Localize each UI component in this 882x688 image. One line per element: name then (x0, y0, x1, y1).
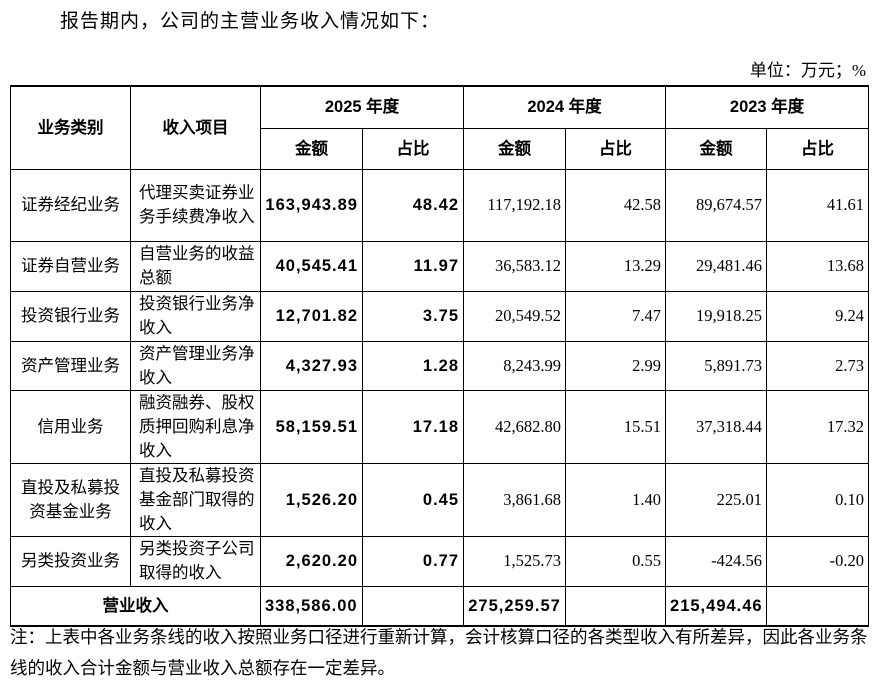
value-cell: 12,701.82 (260, 290, 363, 342)
value-cell: 5,891.73 (665, 340, 768, 391)
value-cell: 58,159.51 (260, 389, 363, 464)
value-cell: 2.73 (766, 340, 870, 391)
table-body: 业务类别 收入项目 2025 年度 2024 年度 2023 年度 金额 占比 金额 占比 金额占… (10, 85, 870, 627)
value-cell: 0.45 (361, 462, 465, 537)
header-cell: 占比 (565, 127, 667, 170)
total-value: 215,494.46 (665, 585, 768, 627)
value-cell: 9.24 (766, 290, 870, 342)
category-cell: 投资银行业务 (10, 290, 131, 342)
table-row: 业务类别 收入项目 2025 年度 2024 年度 2023 年度 (10, 85, 870, 170)
item-cell: 资产管理业务净收入 (130, 340, 261, 391)
value-cell: 15.51 (565, 389, 667, 464)
header-cell: 金额 (665, 127, 768, 170)
table-row: 直投及私募投资基金业务 直投及私募投资基金部门取得的收入 1,526.20 0.45 3… (10, 462, 870, 537)
total-value: 338,586.00 (260, 585, 363, 627)
intro-text: 报告期内，公司的主营业务收入情况如下： (60, 11, 441, 32)
item-cell: 自营业务的收益总额 (130, 240, 261, 292)
table-row: 营业收入 338,586.00 275,259.57 215,494.46 (10, 585, 870, 627)
header-cell: 占比 (361, 127, 465, 170)
value-cell: 2.99 (565, 340, 667, 391)
value-cell: 1.28 (361, 340, 465, 391)
value-cell: 4,327.93 (260, 340, 363, 391)
value-cell: 7.47 (565, 290, 667, 342)
value-cell: 163,943.89 (260, 168, 363, 242)
item-cell: 代理买卖证券业务手续费净收入 (130, 168, 261, 242)
table-row: 另类投资业务 另类投资子公司取得的收入 2,620.20 0.77 1,525.73 0.… (10, 535, 870, 587)
value-cell: -0.20 (766, 535, 870, 587)
value-cell: 41.61 (766, 168, 870, 242)
value-cell: -424.56 (665, 535, 768, 587)
category-cell: 另类投资业务 (10, 535, 131, 587)
value-cell: 37,318.44 (665, 389, 768, 464)
value-cell: 117,192.18 (463, 168, 567, 242)
unit-text: 单位：万元；% (749, 61, 866, 80)
item-cell: 融资融券、股权质押回购利息净收入 (130, 389, 261, 464)
header-cell: 金额 (463, 127, 567, 170)
header-cell: 收入项目 (130, 85, 261, 170)
revenue-table: 业务类别 收入项目 2025 年度 2024 年度 2023 年度 金额 占比 金额 占比 金额占… (10, 85, 870, 627)
header-cell: 占比 (766, 127, 870, 170)
value-cell: 3,861.68 (463, 462, 567, 537)
value-cell: 1,525.73 (463, 535, 567, 587)
value-cell: 11.97 (361, 240, 465, 292)
value-cell: 29,481.46 (665, 240, 768, 292)
value-cell: 1.40 (565, 462, 667, 537)
value-cell: 42,682.80 (463, 389, 567, 464)
header-cell: 金额 (260, 127, 363, 170)
value-cell: 17.18 (361, 389, 465, 464)
header-cell: 业务类别 (10, 85, 131, 170)
year-header: 2024 年度 (463, 85, 667, 129)
empty-cell (361, 585, 465, 627)
category-cell: 信用业务 (10, 389, 131, 464)
empty-cell (766, 585, 870, 627)
empty-cell (565, 585, 667, 627)
value-cell: 89,674.57 (665, 168, 768, 242)
item-cell: 直投及私募投资基金部门取得的收入 (130, 462, 261, 537)
value-cell: 17.32 (766, 389, 870, 464)
table-row: 投资银行业务 投资银行业务净收入 12,701.82 3.75 20,549.52 7.4… (10, 290, 870, 342)
table-row: 信用业务 融资融券、股权质押回购利息净收入 58,159.51 17.18 42,682… (10, 389, 870, 464)
item-cell: 投资银行业务净收入 (130, 290, 261, 342)
table-row: 证券经纪业务 代理买卖证券业务手续费净收入 163,943.89 48.42 117,1… (10, 168, 870, 242)
item-cell: 另类投资子公司取得的收入 (130, 535, 261, 587)
category-cell: 证券经纪业务 (10, 168, 131, 242)
value-cell: 36,583.12 (463, 240, 567, 292)
value-cell: 48.42 (361, 168, 465, 242)
total-value: 275,259.57 (463, 585, 567, 627)
category-cell: 证券自营业务 (10, 240, 131, 292)
value-cell: 0.77 (361, 535, 465, 587)
value-cell: 19,918.25 (665, 290, 768, 342)
value-cell: 0.55 (565, 535, 667, 587)
note-text: 注：上表中各业务条线的收入按照业务口径进行重新计算，会计核算口径的各类型收入有所… (10, 627, 868, 678)
table-row: 资产管理业务 资产管理业务净收入 4,327.93 1.28 8,243.99 2.99 5… (10, 340, 870, 391)
category-cell: 直投及私募投资基金业务 (10, 462, 131, 537)
year-header: 2023 年度 (665, 85, 870, 129)
value-cell: 0.10 (766, 462, 870, 537)
table-row: 金额 占比 金额 占比 金额 占比 (11, 127, 870, 170)
total-label: 营业收入 (10, 585, 261, 627)
value-cell: 225.01 (665, 462, 768, 537)
value-cell: 42.58 (565, 168, 667, 242)
value-cell: 13.29 (565, 240, 667, 292)
value-cell: 1,526.20 (260, 462, 363, 537)
value-cell: 8,243.99 (463, 340, 567, 391)
value-cell: 40,545.41 (260, 240, 363, 292)
table-row: 证券自营业务 自营业务的收益总额 40,545.41 11.97 36,583.12 13… (10, 240, 870, 292)
value-cell: 20,549.52 (463, 290, 567, 342)
year-header: 2025 年度 (259, 85, 465, 129)
value-cell: 3.75 (361, 290, 465, 342)
value-cell: 2,620.20 (260, 535, 363, 587)
category-cell: 资产管理业务 (10, 340, 131, 391)
value-cell: 13.68 (766, 240, 870, 292)
